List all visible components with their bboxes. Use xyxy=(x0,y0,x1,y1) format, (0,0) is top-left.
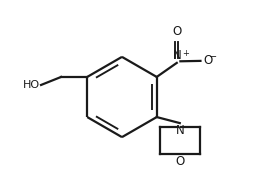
Text: −: − xyxy=(210,52,218,62)
Text: O: O xyxy=(203,54,213,67)
Text: HO: HO xyxy=(23,80,40,90)
Text: N: N xyxy=(172,49,181,62)
Text: O: O xyxy=(172,25,181,38)
Text: N: N xyxy=(176,124,184,137)
Text: O: O xyxy=(175,155,184,168)
Text: +: + xyxy=(183,49,189,58)
